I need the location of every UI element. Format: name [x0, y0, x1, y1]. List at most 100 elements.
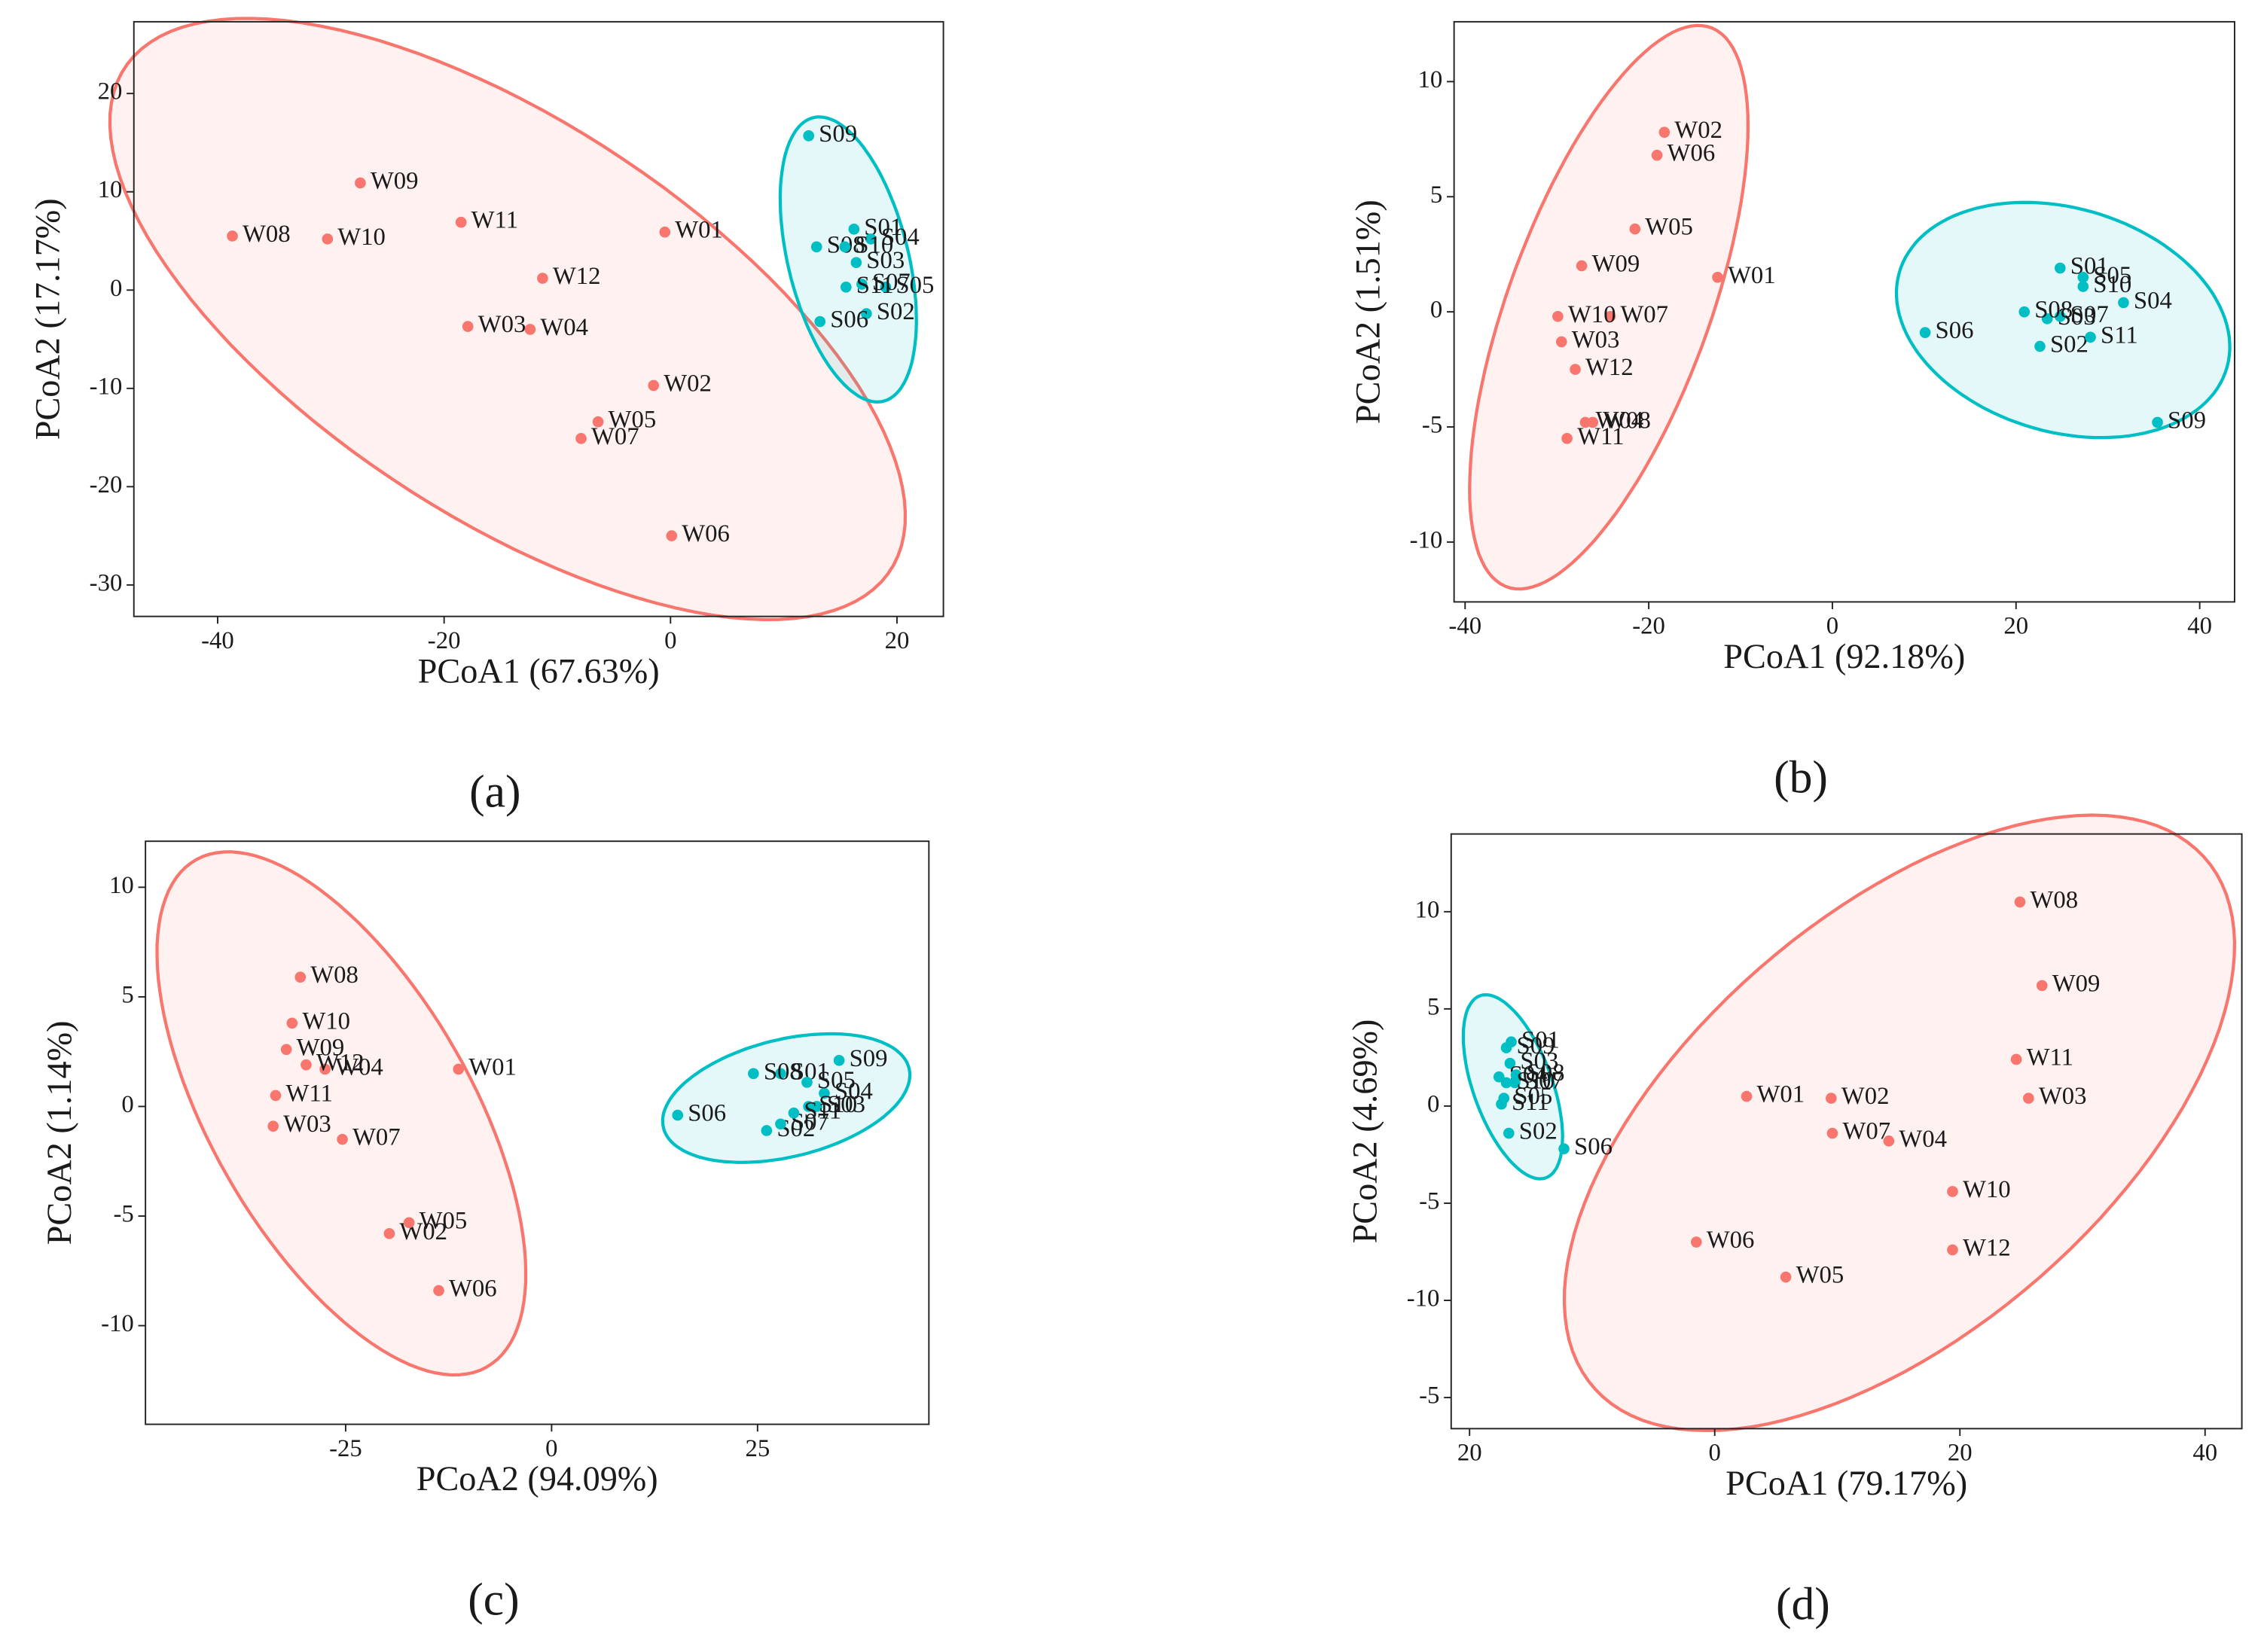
point-label: W05: [1796, 1262, 1844, 1289]
point: [1561, 432, 1573, 444]
y-axis-label: PCoA2 (1.14%): [40, 1020, 78, 1245]
point-label: W03: [478, 311, 526, 338]
y-tick-label: 5: [1427, 993, 1439, 1020]
panel-label: (b): [1774, 751, 1828, 803]
y-tick-label: 5: [121, 981, 133, 1008]
point-label: S05: [817, 1067, 856, 1094]
point: [648, 379, 660, 392]
point-label: S01: [1521, 1026, 1560, 1053]
point: [2010, 1053, 2022, 1065]
point-label: W12: [1963, 1234, 2011, 1261]
y-tick-label: -5: [1419, 1187, 1439, 1215]
x-tick-label: 20: [885, 627, 910, 654]
point-label: S09: [850, 1045, 888, 1072]
point-label: W11: [471, 207, 518, 234]
point-label: W09: [2052, 970, 2101, 997]
x-axis-label: PCoA2 (94.09%): [416, 1459, 658, 1498]
point: [1947, 1186, 1958, 1197]
point-label: W07: [1842, 1118, 1890, 1145]
point: [1504, 1057, 1516, 1069]
point: [848, 224, 860, 235]
point-label: W01: [468, 1053, 517, 1081]
point-label: S05: [1514, 1083, 1552, 1110]
y-axis-label: PCoA2 (4.69%): [1346, 1020, 1384, 1244]
point: [2018, 306, 2031, 318]
point-label: W09: [371, 167, 419, 194]
point-label: W04: [1595, 407, 1643, 434]
x-tick-label: -20: [428, 627, 461, 654]
confidence-ellipse: [1468, 23, 1750, 591]
x-tick-label: 20: [1457, 1440, 1482, 1467]
point-label: W09: [297, 1034, 345, 1061]
point: [319, 1063, 331, 1075]
point-label: S06: [1574, 1133, 1613, 1160]
x-tick-label: 20: [2003, 613, 2028, 640]
point: [2085, 331, 2096, 343]
point-label: W10: [302, 1007, 350, 1035]
point: [1496, 1099, 1507, 1110]
point: [788, 1107, 800, 1119]
point: [850, 257, 862, 269]
y-tick-label: 10: [1415, 896, 1440, 923]
panel-label: (d): [1776, 1578, 1830, 1629]
point: [1552, 310, 1564, 322]
point-label: S03: [827, 1091, 865, 1118]
point: [1493, 1071, 1505, 1083]
point: [861, 308, 872, 319]
point: [1500, 1042, 1512, 1053]
point: [2041, 312, 2053, 325]
point-label: S02: [1519, 1118, 1558, 1145]
point: [1826, 1127, 1838, 1139]
point-label: S05: [2093, 262, 2131, 289]
point: [2152, 416, 2163, 428]
point-label: W11: [1577, 423, 1624, 450]
point: [403, 1217, 415, 1229]
point-label: W12: [553, 263, 601, 290]
x-tick-label: -20: [1632, 613, 1665, 640]
x-tick-label: 25: [745, 1435, 770, 1462]
point: [803, 1101, 814, 1112]
y-tick-label: 0: [1430, 297, 1442, 324]
plot-frame: [1450, 833, 2243, 1430]
point: [1883, 1135, 1895, 1147]
point-label: S04: [835, 1078, 873, 1105]
point: [383, 1227, 395, 1239]
point: [2023, 1093, 2034, 1104]
point-label: W05: [609, 407, 657, 434]
point: [748, 1068, 759, 1080]
y-tick-label: 20: [98, 78, 123, 105]
point-label: S01: [2070, 253, 2109, 280]
point: [1651, 149, 1663, 161]
point: [810, 241, 822, 253]
x-tick-label: -25: [329, 1435, 362, 1462]
confidence-ellipse: [1562, 813, 2237, 1432]
confidence-ellipse: [778, 115, 918, 404]
point: [2034, 340, 2046, 352]
point: [1658, 126, 1671, 138]
y-tick-label: -10: [1410, 526, 1443, 553]
point: [2054, 262, 2066, 274]
point-label: S05: [896, 272, 934, 299]
y-tick-label: -10: [101, 1310, 134, 1337]
point-label: W08: [2030, 886, 2078, 913]
point: [1629, 223, 1641, 235]
point-label: W07: [352, 1124, 401, 1151]
point-label: W07: [1620, 301, 1668, 328]
point: [453, 1063, 465, 1075]
point-label: S11: [804, 1098, 841, 1125]
point: [1826, 1093, 1837, 1104]
point-label: S10: [1517, 1067, 1555, 1094]
point: [839, 241, 851, 253]
point-label: S07: [1525, 1067, 1564, 1094]
panel-label: (c): [468, 1574, 519, 1626]
point-label: W07: [591, 423, 639, 450]
point: [880, 282, 892, 293]
point: [1947, 1244, 1958, 1256]
x-axis-label: PCoA1 (67.63%): [418, 651, 660, 690]
point-label: W08: [310, 962, 359, 989]
point-label: W06: [1707, 1227, 1755, 1254]
x-tick-label: 0: [1826, 613, 1838, 640]
point-label: S11: [2101, 322, 2138, 349]
point: [462, 321, 474, 332]
